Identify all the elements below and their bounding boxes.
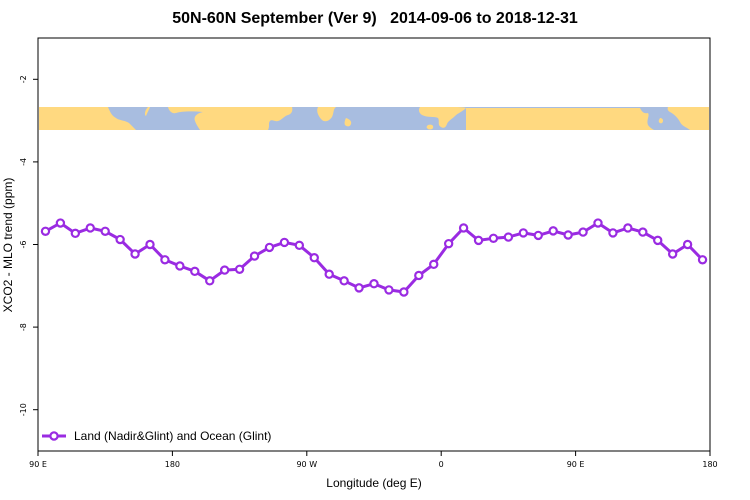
x-tick-label: 90 E <box>29 460 47 469</box>
data-point <box>130 249 140 259</box>
legend-marker-swatch <box>49 431 59 441</box>
data-point <box>653 235 663 246</box>
y-axis-label: XCO2 - MLO trend (ppm) <box>1 178 15 313</box>
y-tick-label: -6 <box>19 241 28 249</box>
data-point <box>429 259 439 270</box>
data-point <box>533 230 543 241</box>
data-point <box>667 249 678 259</box>
data-point <box>488 233 499 244</box>
world-map-band <box>39 107 709 130</box>
data-point <box>339 276 349 286</box>
data-point <box>503 232 514 242</box>
data-point <box>100 226 110 236</box>
y-tick-label: -2 <box>19 75 28 83</box>
data-point <box>160 255 170 265</box>
plot-frame <box>37 37 711 452</box>
data-point <box>593 218 603 228</box>
data-point <box>190 266 200 277</box>
data-point <box>249 251 260 261</box>
series-layer <box>40 218 708 297</box>
legend: Land (Nadir&Glint) and Ocean (Glint) <box>42 429 271 443</box>
data-point <box>384 285 394 295</box>
data-point <box>40 226 51 236</box>
data-point <box>294 240 305 251</box>
data-point <box>638 227 648 237</box>
data-point <box>518 228 529 238</box>
y-tick-label: -10 <box>19 403 28 416</box>
x-axis: 90 E 180 90 W 0 90 E 180 <box>29 451 718 469</box>
data-point <box>697 255 708 265</box>
y-tick-label: -8 <box>19 323 28 331</box>
data-point <box>145 239 155 250</box>
data-point <box>623 223 633 233</box>
data-point <box>205 276 215 286</box>
data-point <box>234 264 245 274</box>
data-point <box>324 269 334 279</box>
data-point <box>369 279 379 289</box>
data-point <box>219 265 230 275</box>
data-point <box>279 237 290 248</box>
x-axis-label: Longitude (deg E) <box>326 476 421 490</box>
chart-title: 50N-60N September (Ver 9) 2014-09-06 to … <box>172 10 578 27</box>
legend-label: Land (Nadir&Glint) and Ocean (Glint) <box>74 429 271 443</box>
data-point <box>264 242 275 253</box>
x-tick-label: 90 W <box>296 460 317 469</box>
y-axis: -2 -4 -6 -8 -10 <box>19 75 38 416</box>
y-tick-label: -4 <box>19 158 28 166</box>
x-tick-label: 90 E <box>567 460 585 469</box>
x-tick-label: 180 <box>702 460 717 469</box>
data-point <box>682 239 693 250</box>
data-point <box>443 238 454 249</box>
x-tick-label: 0 <box>439 460 444 469</box>
data-point <box>563 230 573 240</box>
map-land <box>39 107 709 130</box>
data-point <box>115 234 125 245</box>
data-point <box>70 228 81 239</box>
data-point <box>548 226 558 236</box>
data-point <box>175 261 185 271</box>
data-point <box>309 253 319 263</box>
data-point <box>458 223 469 233</box>
data-point <box>399 287 409 297</box>
data-point <box>608 228 618 238</box>
data-point <box>85 223 95 233</box>
data-point <box>55 218 66 228</box>
data-point <box>473 235 484 246</box>
x-tick-label: 180 <box>165 460 180 469</box>
data-point <box>578 227 588 237</box>
data-point <box>354 283 364 293</box>
data-point <box>414 270 424 281</box>
